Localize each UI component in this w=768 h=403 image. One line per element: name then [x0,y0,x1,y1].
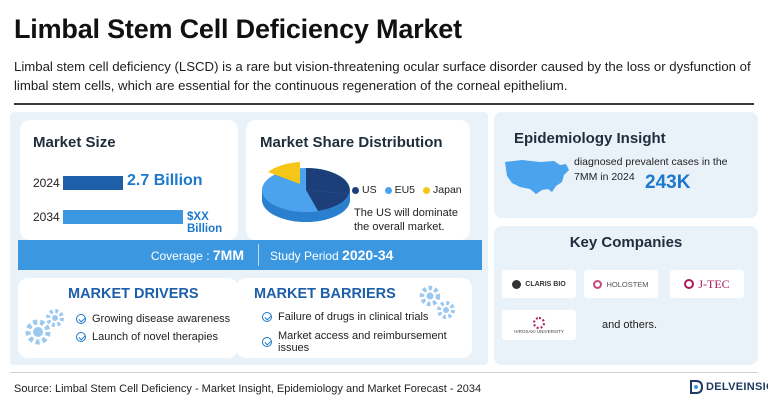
market-share-card: Market Share Distribution US EU5 Japan T… [246,120,470,240]
source-citation: Source: Limbal Stem Cell Deficiency - Ma… [14,383,482,395]
hirosaki-emblem-icon [533,316,545,329]
page-title: Limbal Stem Cell Deficiency Market [14,14,462,44]
key-companies-others: and others. [602,319,658,331]
market-overview-panel: Market Size 2024 2.7 Billion 2034 $XX Bi… [10,112,488,365]
coverage-value: 7MM [212,247,244,263]
market-barriers-card: MARKET BARRIERS Failure of drugs in clin… [236,278,472,358]
barrier-item: Market access and reimbursement issues [262,330,472,354]
legend-eu5: EU5 [384,184,415,196]
market-size-value-2034: $XX Billion [187,211,223,235]
legend-japan: Japan [423,184,462,196]
delveinsight-logo: DELVEINSIGHT [690,380,768,394]
driver-item: Growing disease awareness [76,313,230,325]
company-logo-claris-bio: CLARIS BIO [502,270,576,298]
coverage-bar: Coverage : 7MM Study Period 2020-34 [18,240,482,270]
epidemiology-heading: Epidemiology Insight [514,130,666,147]
market-share-legend: US EU5 Japan [352,184,462,196]
legend-us: US [352,184,377,196]
market-size-value-2024: 2.7 Billion [127,172,203,189]
check-icon [76,332,86,342]
jtec-icon [684,279,695,289]
company-logo-hirosaki: HIROSAKI UNIVERSITY [502,310,576,340]
epidemiology-card: Epidemiology Insight diagnosed prevalent… [494,112,758,218]
market-barriers-heading: MARKET BARRIERS [254,286,396,302]
market-size-year-2034: 2034 [33,210,60,224]
title-divider [14,103,754,105]
epidemiology-description: diagnosed prevalent cases in the 7MM in … [574,156,728,183]
holostem-icon [593,279,603,289]
check-icon [262,337,272,347]
claris-bio-icon [512,279,522,289]
market-size-year-2024: 2024 [33,176,60,190]
footer-divider [10,372,758,373]
check-icon [76,314,86,324]
key-companies-heading: Key Companies [569,234,683,251]
delveinsight-d-icon [690,380,703,394]
epidemiology-value: 243K [645,172,691,193]
coverage-divider [258,244,259,266]
coverage-label: Coverage : 7MM [150,247,244,263]
market-size-heading: Market Size [33,134,116,151]
market-size-bar-2034 [63,210,183,224]
market-share-note: The US will dominate the overall market. [354,207,458,233]
barrier-item: Failure of drugs in clinical trials [262,311,428,323]
driver-item: Launch of novel therapies [76,331,218,343]
us-map-icon [505,160,569,194]
study-period: Study Period 2020-34 [270,247,394,263]
company-logo-holostem: HOLOSTEM [584,270,658,298]
check-icon [262,312,272,322]
company-logo-jtec: J-TEC [670,270,744,298]
page-description: Limbal stem cell deficiency (LSCD) is a … [14,59,751,93]
market-drivers-heading: MARKET DRIVERS [68,286,199,302]
market-drivers-card: MARKET DRIVERS Growing disease awareness… [18,278,238,358]
gears-icon [419,285,455,319]
market-share-heading: Market Share Distribution [260,134,443,151]
market-size-card: Market Size 2024 2.7 Billion 2034 $XX Bi… [20,120,238,240]
gears-icon [25,309,64,345]
market-share-pie-icon [262,162,350,222]
insight-panel: Epidemiology Insight diagnosed prevalent… [494,112,758,365]
study-period-value: 2020-34 [342,247,394,263]
market-size-bar-2024 [63,176,123,190]
